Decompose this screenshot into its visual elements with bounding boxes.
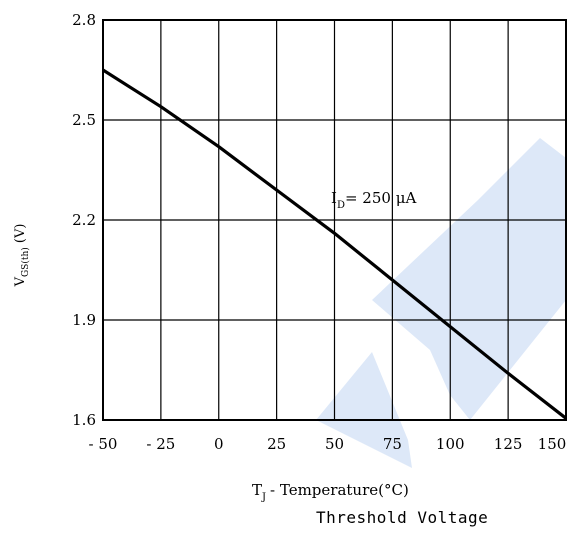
- x-tick-label: - 25: [146, 435, 175, 453]
- y-tick-label: 2.5: [72, 111, 96, 129]
- x-tick-labels: - 50 - 25 0 25 50 75 100 125 150: [89, 435, 567, 453]
- plot-frame: [102, 19, 567, 421]
- x-tick-label: 100: [436, 435, 465, 453]
- watermark-shape: [316, 352, 412, 468]
- y-tick-label: 2.2: [72, 211, 96, 229]
- x-tick-label: 125: [494, 435, 523, 453]
- x-tick-label: 25: [267, 435, 286, 453]
- annotation-main: I: [331, 189, 337, 207]
- x-tick-label: 150: [538, 435, 567, 453]
- x-axis-label: TJ - Temperature(°C): [252, 481, 409, 503]
- x-axis-label-main: T: [252, 481, 262, 499]
- series-line: [102, 68, 567, 420]
- x-tick-label: 0: [214, 435, 224, 453]
- watermark-shape: [430, 240, 566, 420]
- y-tick-label: 1.9: [72, 311, 96, 329]
- plot-border: [102, 19, 567, 421]
- y-axis-label-sub: GS(th): [20, 247, 31, 277]
- watermark-logo: [316, 138, 566, 468]
- annotation-label: ID= 250 μA: [331, 189, 416, 211]
- y-tick-label: 2.8: [72, 11, 96, 29]
- x-tick-label: 50: [325, 435, 344, 453]
- x-axis-label-rest: - Temperature(°C): [270, 481, 409, 499]
- y-tick-label: 1.6: [72, 411, 96, 429]
- annotation-sub: D: [337, 200, 345, 211]
- series-layer: [102, 68, 567, 420]
- y-axis-label: VGS(th) (V): [13, 224, 31, 288]
- y-axis-label-main: V: [13, 276, 28, 287]
- x-axis-label-sub: J: [261, 492, 266, 503]
- x-tick-label: 75: [383, 435, 402, 453]
- annotation-rest: = 250 μA: [345, 189, 416, 207]
- y-axis-label-rest: (V): [13, 224, 28, 248]
- grid: [103, 20, 566, 420]
- x-tick-label: - 50: [89, 435, 118, 453]
- y-tick-labels: 1.6 1.9 2.2 2.5 2.8: [72, 11, 96, 429]
- chart-caption: Threshold Voltage: [316, 508, 489, 527]
